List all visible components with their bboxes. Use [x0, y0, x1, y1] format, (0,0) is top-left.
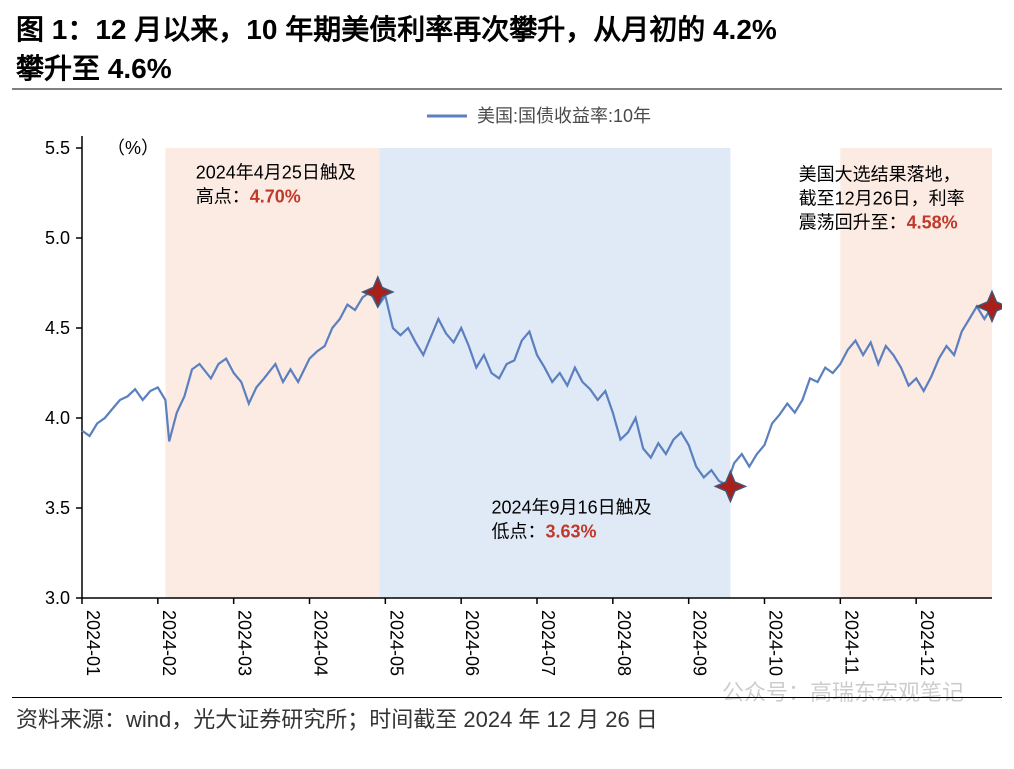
y-tick-label: 5.5 [45, 138, 70, 158]
x-tick-label: 2024-06 [462, 610, 482, 676]
svg-text:截至12月26日，利率: 截至12月26日，利率 [799, 189, 965, 209]
x-tick-label: 2024-02 [159, 610, 179, 676]
x-tick-label: 2024-12 [917, 610, 937, 676]
x-tick-label: 2024-07 [538, 610, 558, 676]
source-text: 资料来源：wind，光大证券研究所；时间截至 2024 年 12 月 26 日 [16, 707, 658, 732]
legend-label: 美国:国债收益率:10年 [477, 106, 651, 126]
x-tick-label: 2024-05 [386, 610, 406, 676]
title-line-2: 攀升至 4.6% [16, 53, 172, 84]
x-tick-label: 2024-03 [235, 610, 255, 676]
chart-title: 图 1：12 月以来，10 年期美债利率再次攀升，从月初的 4.2% 攀升至 4… [12, 10, 1002, 88]
y-tick-label: 5.0 [45, 228, 70, 248]
annotation-text: 2024年4月25日触及 [196, 163, 356, 183]
x-tick-label: 2024-08 [614, 610, 634, 676]
y-tick-label: 3.5 [45, 498, 70, 518]
x-tick-label: 2024-11 [841, 610, 861, 675]
chart-container: 3.0 3.5 4.0 4.5 5.0 5.5 （%） 2024-01 2024-02 2024-… [12, 88, 1002, 698]
x-tick-label: 2024-01 [83, 610, 103, 676]
x-tick-label: 2024-09 [690, 610, 710, 676]
y-tick-label: 4.0 [45, 408, 70, 428]
annotation-text: 2024年9月16日触及 [492, 498, 652, 518]
shaded-band [165, 148, 379, 598]
annotation-text: 美国大选结果落地， [799, 165, 961, 185]
svg-text:震荡回升至：4.58%: 震荡回升至：4.58% [799, 213, 958, 233]
chart-source: 资料来源：wind，光大证券研究所；时间截至 2024 年 12 月 26 日 [12, 697, 1002, 734]
y-tick-label: 4.5 [45, 318, 70, 338]
title-line-1: 图 1：12 月以来，10 年期美债利率再次攀升，从月初的 4.2% [16, 14, 777, 45]
x-tick-label: 2024-04 [311, 610, 331, 676]
svg-text:低点：3.63%: 低点：3.63% [492, 522, 597, 542]
svg-text:高点：4.70%: 高点：4.70% [196, 187, 301, 207]
y-tick-label: 3.0 [45, 588, 70, 608]
y-axis-unit: （%） [107, 138, 159, 158]
line-chart: 3.0 3.5 4.0 4.5 5.0 5.5 （%） 2024-01 2024-02 2024-… [12, 88, 1002, 698]
x-tick-label: 2024-10 [766, 610, 786, 676]
